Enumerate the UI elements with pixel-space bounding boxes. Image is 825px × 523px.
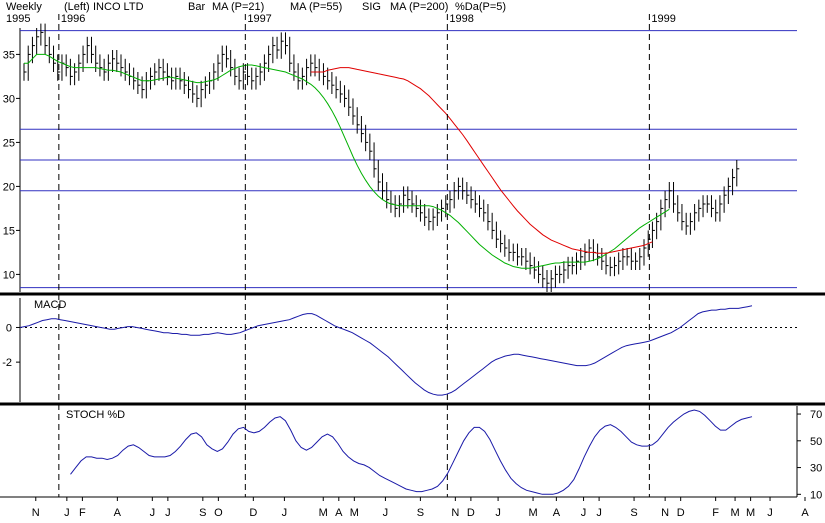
month-label: F <box>712 507 719 519</box>
legend-entry: MA (P=200) <box>390 1 448 13</box>
stoch-tick-label: 50 <box>810 436 822 448</box>
stoch-tick-label: 70 <box>810 409 822 421</box>
legend-entry: SIG <box>362 1 381 13</box>
year-label: 1996 <box>61 13 85 25</box>
legend: Bar MA (P=21) MA (P=55) SIG MA (P=200) %Da(P=… <box>188 1 506 13</box>
price-tick-label: 25 <box>3 137 15 149</box>
month-label: M <box>730 507 739 519</box>
year-label: 1997 <box>247 13 271 25</box>
price-tick-label: 10 <box>3 269 15 281</box>
month-label: S <box>199 507 206 519</box>
legend-entry: Bar <box>188 1 205 13</box>
month-label: M <box>746 507 755 519</box>
month-label: A <box>553 507 561 519</box>
macd-line <box>19 305 753 396</box>
macd-tick-label: 0 <box>6 322 12 334</box>
month-label: O <box>214 507 223 519</box>
macd-panel: 0 -2 <box>2 298 797 402</box>
separator-macd-stoch <box>0 402 825 406</box>
month-label: J <box>596 507 602 519</box>
month-label: S <box>417 507 424 519</box>
month-label: M <box>350 507 359 519</box>
stoch-panel: 70 50 30 10 <box>0 406 822 501</box>
macd-tick-label: -2 <box>2 357 12 369</box>
macd-label: MACD <box>34 299 66 311</box>
timeframe-label: Weekly <box>6 1 42 13</box>
ma-21-line <box>24 53 670 269</box>
month-label: D <box>249 507 257 519</box>
price-tick-label: 35 <box>3 49 15 61</box>
month-label: N <box>661 507 669 519</box>
month-label: N <box>32 507 40 519</box>
price-tick-label: 15 <box>3 225 15 237</box>
ma-55-line <box>310 67 653 254</box>
month-label: N <box>451 507 459 519</box>
year-label: 1998 <box>449 13 473 25</box>
legend-entry: MA (P=21) <box>212 1 264 13</box>
year-label: 1995 <box>6 13 30 25</box>
month-label: A <box>801 507 809 519</box>
month-label: J <box>383 507 389 519</box>
month-label: J <box>64 507 70 519</box>
symbol-label: INCO LTD <box>93 1 144 13</box>
month-label: J <box>581 507 587 519</box>
year-label: 1999 <box>651 13 675 25</box>
month-label: J <box>165 507 171 519</box>
stoch-tick-label: 30 <box>810 463 822 475</box>
price-tick-label: 20 <box>3 181 15 193</box>
stoch-tick-label: 10 <box>810 489 822 501</box>
month-label: A <box>335 507 343 519</box>
price-panel: 10 15 20 25 30 35 <box>0 14 825 497</box>
legend-entry: MA (P=55) <box>290 1 342 13</box>
month-label: D <box>677 507 685 519</box>
price-tick-label: 30 <box>3 93 15 105</box>
month-label: M <box>319 507 328 519</box>
month-label: A <box>114 507 122 519</box>
month-label: J <box>495 507 501 519</box>
month-label: J <box>767 507 773 519</box>
month-label: D <box>467 507 475 519</box>
year-labels: 1995 1996 1997 1998 1999 <box>6 13 676 25</box>
month-label: M <box>528 507 537 519</box>
month-label: F <box>79 507 86 519</box>
month-label: S <box>630 507 637 519</box>
separator-price-macd <box>0 292 825 296</box>
scale-label: (Left) <box>64 1 90 13</box>
stoch-line <box>70 409 753 495</box>
legend-entry: %Da(P=5) <box>455 1 506 13</box>
stoch-label: STOCH %D <box>66 409 125 421</box>
month-label: J <box>282 507 288 519</box>
month-label: J <box>150 507 156 519</box>
